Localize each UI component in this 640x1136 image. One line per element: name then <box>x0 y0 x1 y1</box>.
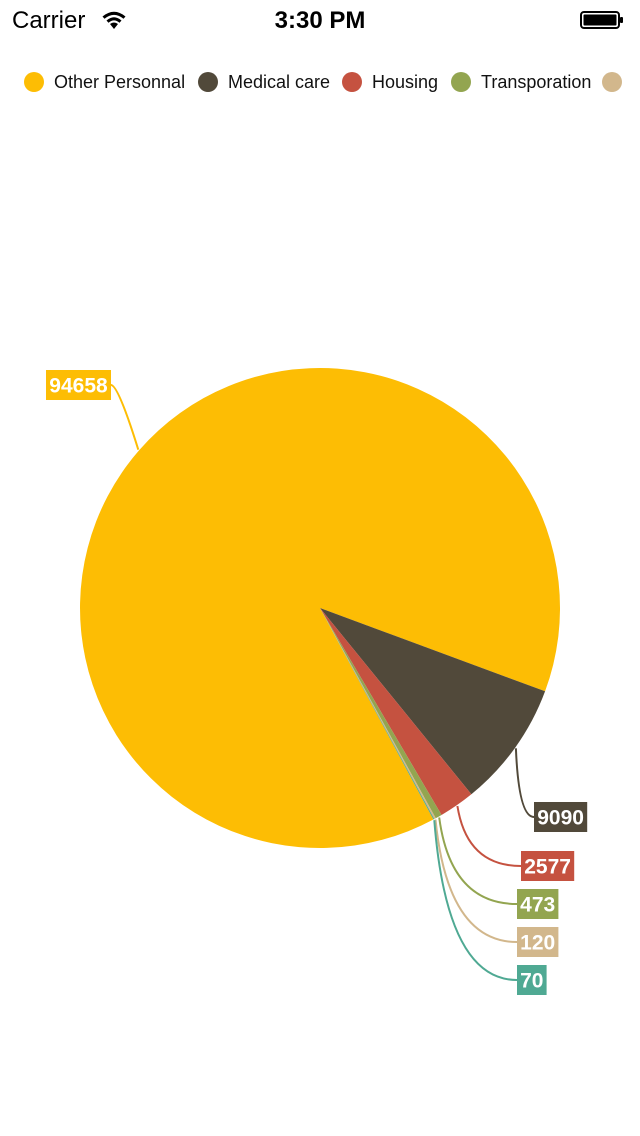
legend-item-1[interactable]: Medical care <box>198 70 330 94</box>
data-label-1: 9090 <box>537 807 584 830</box>
data-label-box-4 <box>517 927 559 957</box>
data-label-5: 70 <box>520 970 543 993</box>
data-label-box-5 <box>517 965 547 995</box>
legend-label: Housing <box>372 71 439 92</box>
data-label-box-2 <box>521 851 575 881</box>
pie-slice-3[interactable] <box>320 608 442 819</box>
data-label-4: 120 <box>520 932 555 955</box>
carrier-label: Carrier <box>12 7 86 34</box>
wifi-icon <box>102 11 126 29</box>
legend-swatch <box>24 72 44 92</box>
legend-item-3[interactable]: Transporation <box>451 70 591 94</box>
leader-line-5 <box>433 820 518 981</box>
pie-slice-5[interactable] <box>320 608 435 820</box>
clock: 3:30 PM <box>274 7 366 34</box>
legend-swatch <box>342 72 362 92</box>
legend-item-2[interactable]: Housing <box>342 70 438 94</box>
legend-swatch <box>451 72 471 92</box>
legend-label: Medical care <box>228 71 331 92</box>
data-label-box-0 <box>46 370 111 400</box>
leader-line-4 <box>434 819 518 943</box>
legend-label: Other Personnal <box>54 71 186 92</box>
legend-swatch <box>602 72 622 92</box>
chart-legend: Other Personnal Medical care Housing Transp… <box>0 62 640 102</box>
data-label-2: 2577 <box>524 856 571 879</box>
data-label-3: 473 <box>520 894 555 917</box>
status-bar: Carrier 3:30 PM <box>0 0 640 40</box>
pie-slice-0[interactable] <box>80 367 561 848</box>
legend-item-0[interactable]: Other Personnal <box>24 70 185 94</box>
legend-item-4[interactable] <box>602 70 632 94</box>
data-label-box-1 <box>534 802 588 832</box>
legend-swatch <box>198 72 218 92</box>
leader-line-1 <box>514 748 535 818</box>
data-label-0: 94658 <box>49 375 108 398</box>
leader-line-0 <box>110 384 140 450</box>
battery-icon <box>580 11 623 29</box>
leader-line-3 <box>438 817 518 905</box>
legend-label: Transporation <box>481 71 592 92</box>
pie-slice-4[interactable] <box>320 608 436 820</box>
pie-slice-1[interactable] <box>320 608 546 795</box>
data-label-box-3 <box>517 889 559 919</box>
pie-slice-2[interactable] <box>320 608 472 815</box>
leader-line-2 <box>456 805 522 867</box>
